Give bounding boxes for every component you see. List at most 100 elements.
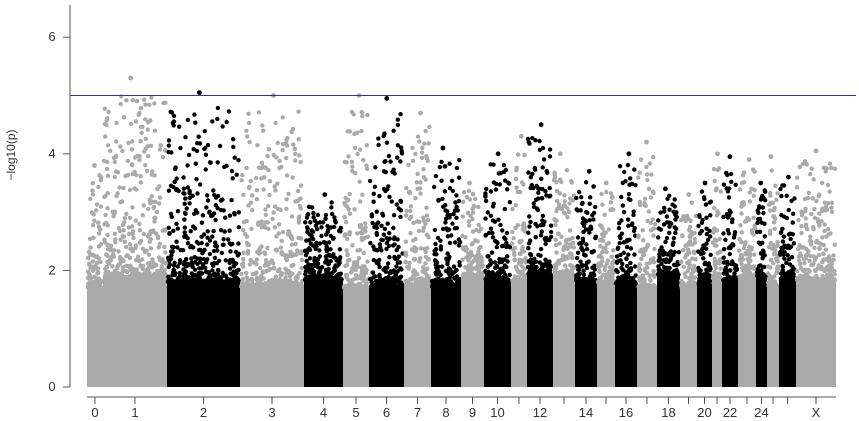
snp-point	[91, 222, 96, 228]
snp-point	[266, 203, 271, 209]
snp-point	[587, 218, 592, 223]
snp-point	[344, 262, 350, 268]
snp-point	[663, 271, 668, 277]
snp-point	[647, 161, 653, 166]
snp-point	[622, 169, 627, 175]
snp-point	[564, 267, 569, 273]
snp-point	[204, 193, 210, 198]
snp-point	[829, 273, 834, 279]
snp-point	[557, 177, 563, 182]
snp-point	[492, 260, 498, 265]
snp-point	[638, 283, 643, 288]
snp-point	[642, 284, 647, 289]
snp-point	[96, 224, 102, 229]
snp-point	[386, 243, 392, 249]
snp-point	[224, 119, 229, 125]
snp-point	[175, 264, 180, 269]
snp-point	[255, 276, 260, 281]
snp-point	[137, 221, 142, 227]
snp-point	[657, 256, 662, 262]
snp-point	[105, 223, 110, 228]
top-snp-point-6	[384, 96, 390, 101]
snp-point	[93, 208, 99, 213]
snp-point	[552, 175, 558, 180]
snp-point	[668, 257, 673, 263]
snp-point	[226, 237, 231, 242]
snp-point	[464, 247, 469, 252]
snp-point	[263, 207, 268, 212]
snp-point	[807, 258, 812, 263]
snp-point	[417, 139, 422, 144]
snp-point	[756, 217, 761, 222]
snp-point	[183, 196, 188, 201]
snp-point	[117, 185, 122, 190]
snp-point	[162, 267, 167, 272]
snp-point	[374, 230, 379, 236]
snp-point	[754, 229, 760, 235]
snp-point	[329, 205, 334, 210]
snp-point	[116, 249, 121, 254]
snp-point	[317, 254, 322, 259]
dense-points-0	[87, 287, 103, 387]
snp-point	[360, 192, 365, 197]
snp-point	[173, 165, 178, 170]
snp-point	[825, 182, 831, 188]
snp-point	[737, 187, 743, 192]
snp-point	[234, 172, 239, 177]
snp-point	[318, 267, 323, 273]
snp-point	[119, 94, 124, 99]
snp-point	[436, 198, 441, 203]
snp-point	[315, 220, 320, 226]
snp-point	[105, 206, 110, 211]
snp-point	[133, 258, 139, 263]
snp-point	[598, 276, 603, 281]
snp-point	[498, 222, 503, 228]
snp-point	[182, 225, 187, 230]
snp-point	[175, 245, 180, 250]
snp-point	[809, 166, 814, 171]
snp-point	[604, 249, 609, 255]
snp-point	[310, 205, 315, 210]
snp-point	[529, 183, 534, 188]
snp-point	[488, 213, 493, 218]
snp-point	[105, 173, 111, 178]
snp-point	[779, 245, 784, 250]
snp-point	[561, 203, 566, 208]
snp-point	[725, 172, 730, 178]
snp-point	[631, 275, 636, 281]
snp-point	[588, 274, 593, 280]
snp-point	[310, 236, 316, 242]
snp-point	[576, 273, 581, 278]
snp-point	[602, 246, 607, 251]
snp-point	[369, 212, 374, 217]
snp-point	[272, 225, 277, 230]
snp-point	[684, 214, 690, 220]
snp-point	[364, 267, 369, 273]
snp-point	[672, 249, 677, 255]
snp-point	[731, 235, 737, 240]
snp-point	[392, 256, 398, 261]
snp-point	[211, 228, 216, 234]
snp-point	[391, 128, 396, 133]
snp-point	[105, 143, 111, 148]
snp-point	[96, 220, 101, 225]
snp-point	[799, 230, 804, 236]
snp-point	[398, 198, 403, 203]
snp-point	[411, 248, 416, 253]
snp-point	[417, 259, 422, 264]
snp-point	[770, 200, 776, 206]
snp-point	[451, 264, 457, 269]
snp-point	[827, 189, 832, 194]
snp-point	[512, 258, 518, 263]
snp-point	[631, 209, 636, 214]
snp-point	[826, 258, 832, 264]
snp-point	[379, 223, 384, 228]
snp-point	[797, 258, 802, 263]
snp-point	[293, 241, 298, 247]
snp-point	[270, 216, 275, 222]
dense-points-1	[103, 277, 167, 387]
snp-point	[445, 251, 450, 256]
snp-point	[796, 217, 801, 223]
snp-point	[177, 274, 182, 279]
snp-point	[182, 201, 187, 206]
